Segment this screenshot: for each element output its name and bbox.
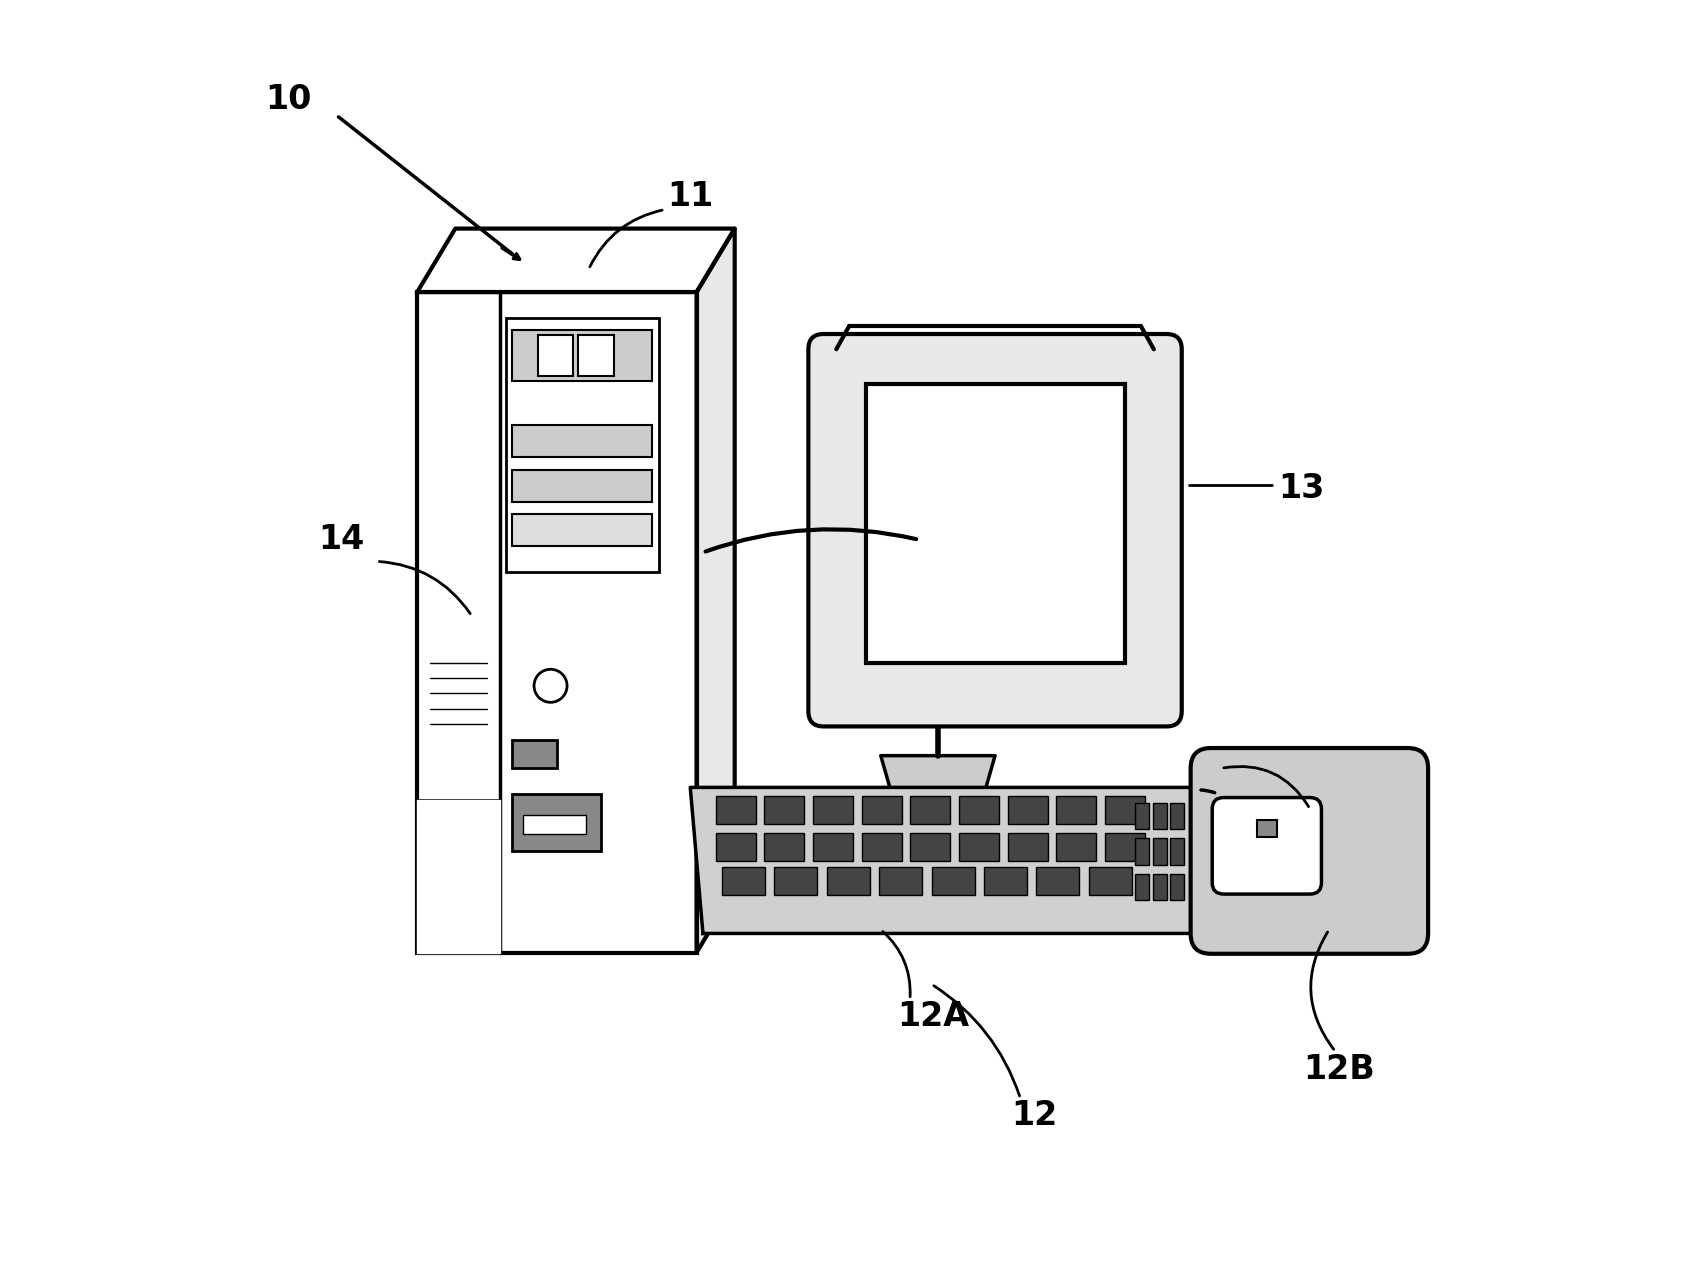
Bar [910,833,951,861]
Bar [538,335,574,376]
Polygon shape [696,229,735,953]
Bar [1007,796,1048,824]
Bar [1170,803,1184,829]
Bar [1056,833,1097,861]
Bar [1153,803,1167,829]
Bar [1134,803,1150,829]
Bar [764,833,805,861]
Bar [506,318,659,572]
Bar [1088,867,1131,895]
Bar [1153,874,1167,900]
Bar [827,867,869,895]
Text: 10: 10 [265,83,311,116]
Bar [513,740,557,768]
Bar [513,514,652,546]
Bar [1134,838,1150,865]
Bar [722,867,766,895]
Bar [1134,874,1150,900]
Bar [1170,838,1184,865]
FancyBboxPatch shape [808,334,1182,726]
Bar [513,330,652,381]
Bar [866,384,1124,663]
Bar [983,867,1027,895]
Bar [1007,833,1048,861]
Bar [959,833,998,861]
Text: 13: 13 [1279,472,1324,505]
Bar [910,796,951,824]
Bar [513,425,652,457]
Polygon shape [418,800,499,952]
Text: 11: 11 [667,180,713,213]
Bar [513,794,601,851]
Bar [813,796,852,824]
Polygon shape [881,756,995,800]
Bar [1153,838,1167,865]
Bar [513,470,652,502]
Text: 12: 12 [1012,1099,1058,1132]
Bar [1105,796,1144,824]
Polygon shape [418,229,735,292]
Bar [1170,874,1184,900]
Bar [418,292,696,952]
Bar [1105,833,1144,861]
Bar [959,796,998,824]
FancyBboxPatch shape [1212,798,1321,894]
Bar [880,867,922,895]
Bar [764,796,805,824]
Text: 12A: 12A [897,999,970,1033]
Polygon shape [691,787,1217,933]
Bar [932,867,975,895]
Bar [861,796,902,824]
Bar [861,833,902,861]
Bar [715,796,756,824]
Bar [813,833,852,861]
Text: 12B: 12B [1304,1053,1375,1086]
Bar [715,833,756,861]
Bar [1257,820,1277,837]
Text: 14: 14 [318,523,363,556]
FancyBboxPatch shape [1190,748,1428,954]
Bar [579,335,615,376]
Bar [1036,867,1080,895]
Bar [1056,796,1097,824]
Bar [523,815,586,834]
Bar [774,867,817,895]
